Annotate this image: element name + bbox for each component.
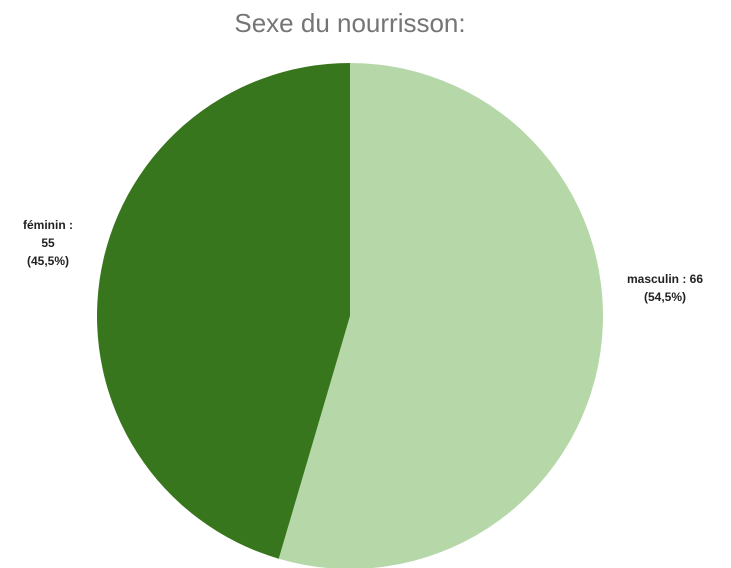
pie-slice bbox=[96, 63, 350, 559]
slice-label: (54,5%) bbox=[644, 290, 686, 304]
slice-label: 55 bbox=[41, 236, 55, 250]
slice-label: (45,5%) bbox=[27, 254, 69, 268]
slice-label: féminin : bbox=[23, 218, 73, 232]
chart-title: Sexe du nourrisson: bbox=[234, 8, 465, 38]
slice-label: masculin : 66 bbox=[627, 272, 703, 286]
pie-slice bbox=[278, 63, 603, 568]
